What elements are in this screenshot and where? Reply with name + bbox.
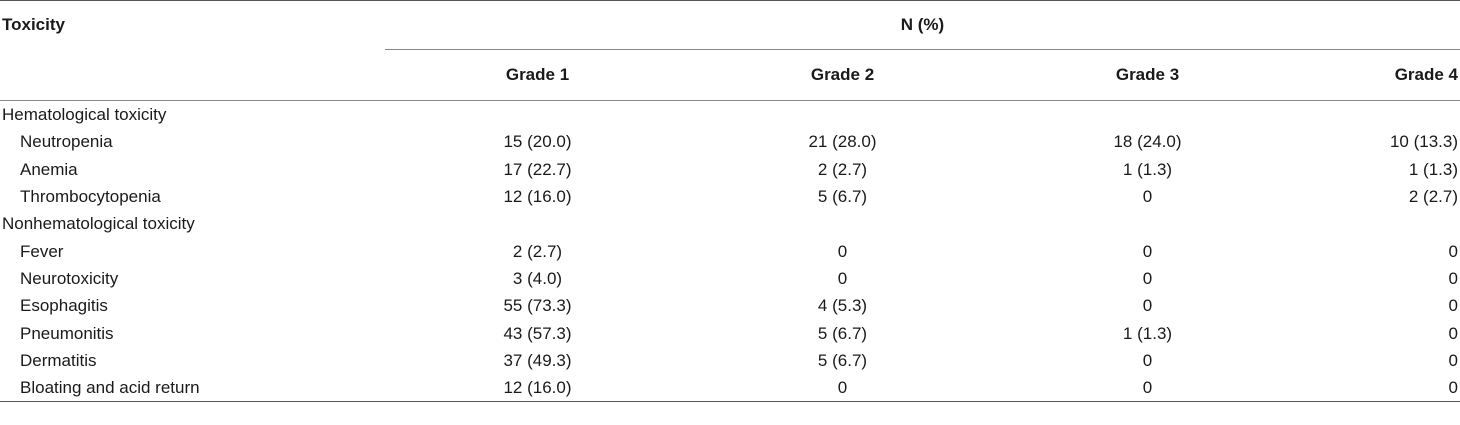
cell-grade-2: 0 — [837, 268, 848, 288]
section-row: Nonhematological toxicity — [0, 210, 1460, 237]
cell-grade-4: 0 — [1448, 241, 1458, 261]
cell-grade-3: 0 — [1142, 187, 1153, 207]
cell-grade-3: 0 — [1142, 268, 1153, 288]
cell-grade-3: 1 (1.3) — [1122, 323, 1173, 343]
table-row: Neutropenia 15 (20.0) 21 (28.0) 18 (24.0) 10… — [0, 128, 1460, 155]
table-row: Fever 2 (2.7) 0 0 0 — [0, 237, 1460, 264]
cell-grade-3: 1 (1.3) — [1122, 159, 1173, 179]
cell-grade-1: 43 (57.3) — [503, 323, 572, 343]
cell-grade-1: 37 (49.3) — [503, 350, 572, 370]
header-toxicity: Toxicity — [2, 15, 65, 35]
cell-grade-3: 0 — [1142, 241, 1153, 261]
table-row: Bloating and acid return 12 (16.0) 0 0 0 — [0, 374, 1460, 402]
cell-grade-2: 0 — [837, 378, 848, 398]
cell-grade-4: 0 — [1448, 268, 1458, 288]
section-row: Hematological toxicity — [0, 101, 1460, 129]
cell-grade-3: 18 (24.0) — [1113, 132, 1182, 152]
cell-grade-4: 0 — [1448, 350, 1458, 370]
cell-grade-2: 5 (6.7) — [817, 187, 868, 207]
cell-grade-3: 0 — [1142, 296, 1153, 316]
table-body: Hematological toxicity Neutropenia 15 (20.… — [0, 101, 1460, 402]
cell-grade-1: 15 (20.0) — [503, 132, 572, 152]
row-label: Dermatitis — [20, 350, 97, 370]
row-label: Fever — [20, 241, 64, 261]
cell-grade-4: 0 — [1448, 323, 1458, 343]
cell-grade-1: 12 (16.0) — [503, 187, 572, 207]
cell-grade-1: 3 (4.0) — [512, 268, 563, 288]
header-grade-1: Grade 1 — [385, 49, 690, 101]
cell-grade-4: 2 (2.7) — [1408, 187, 1458, 207]
row-label: Thrombocytopenia — [20, 187, 161, 207]
cell-grade-1: 2 (2.7) — [512, 241, 563, 261]
cell-grade-2: 4 (5.3) — [817, 296, 868, 316]
table-row: Neurotoxicity 3 (4.0) 0 0 0 — [0, 265, 1460, 292]
cell-grade-1: 12 (16.0) — [503, 378, 572, 398]
row-label: Esophagitis — [20, 296, 108, 316]
cell-grade-4: 10 (13.3) — [1389, 132, 1458, 152]
cell-grade-2: 21 (28.0) — [808, 132, 877, 152]
row-label: Neurotoxicity — [20, 268, 119, 288]
cell-grade-2: 5 (6.7) — [817, 323, 868, 343]
row-label: Anemia — [20, 159, 78, 179]
cell-grade-4: 0 — [1448, 378, 1458, 398]
row-label: Bloating and acid return — [20, 378, 200, 398]
header-grade-2: Grade 2 — [690, 49, 995, 101]
cell-grade-4: 0 — [1448, 296, 1458, 316]
table-row: Thrombocytopenia 12 (16.0) 5 (6.7) 0 2 (2.7) — [0, 183, 1460, 210]
section-title: Hematological toxicity — [2, 105, 167, 125]
header-grade-3: Grade 3 — [995, 49, 1300, 101]
header-grade-4: Grade 4 — [1300, 49, 1460, 101]
header-spacer — [0, 49, 385, 101]
table-row: Anemia 17 (22.7) 2 (2.7) 1 (1.3) 1 (1.3) — [0, 156, 1460, 183]
table-row: Pneumonitis 43 (57.3) 5 (6.7) 1 (1.3) 0 — [0, 319, 1460, 346]
table-row: Dermatitis 37 (49.3) 5 (6.7) 0 0 — [0, 347, 1460, 374]
cell-grade-3: 0 — [1142, 378, 1153, 398]
cell-grade-2: 5 (6.7) — [817, 350, 868, 370]
cell-grade-4: 1 (1.3) — [1408, 159, 1458, 179]
cell-grade-1: 17 (22.7) — [503, 159, 572, 179]
table-row: Esophagitis 55 (73.3) 4 (5.3) 0 0 — [0, 292, 1460, 319]
cell-grade-1: 55 (73.3) — [503, 296, 572, 316]
section-title: Nonhematological toxicity — [2, 214, 195, 234]
cell-grade-2: 2 (2.7) — [817, 159, 868, 179]
row-label: Pneumonitis — [20, 323, 114, 343]
cell-grade-2: 0 — [837, 241, 848, 261]
header-group-n-percent: N (%) — [385, 1, 1460, 50]
row-label: Neutropenia — [20, 132, 113, 152]
toxicity-table: Toxicity N (%) Grade 1 Grade 2 Grade 3 G… — [0, 0, 1460, 403]
cell-grade-3: 0 — [1142, 350, 1153, 370]
